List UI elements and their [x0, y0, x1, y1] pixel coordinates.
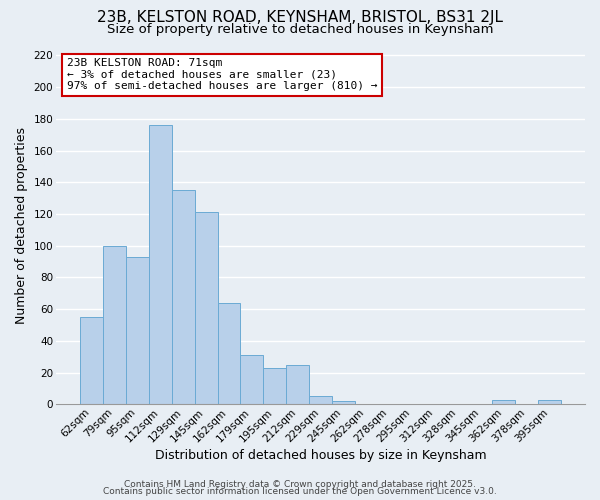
Text: 23B KELSTON ROAD: 71sqm
← 3% of detached houses are smaller (23)
97% of semi-det: 23B KELSTON ROAD: 71sqm ← 3% of detached…: [67, 58, 377, 92]
Text: Contains public sector information licensed under the Open Government Licence v3: Contains public sector information licen…: [103, 488, 497, 496]
Bar: [309, 396, 332, 404]
Bar: [126, 257, 149, 404]
Bar: [263, 368, 286, 405]
Bar: [241, 355, 263, 405]
Text: Size of property relative to detached houses in Keynsham: Size of property relative to detached ho…: [107, 22, 493, 36]
Text: 23B, KELSTON ROAD, KEYNSHAM, BRISTOL, BS31 2JL: 23B, KELSTON ROAD, KEYNSHAM, BRISTOL, BS…: [97, 10, 503, 25]
Bar: [80, 317, 103, 404]
Bar: [103, 246, 126, 404]
Bar: [149, 125, 172, 404]
Y-axis label: Number of detached properties: Number of detached properties: [15, 128, 28, 324]
Bar: [538, 400, 561, 404]
Text: Contains HM Land Registry data © Crown copyright and database right 2025.: Contains HM Land Registry data © Crown c…: [124, 480, 476, 489]
Bar: [194, 212, 218, 404]
X-axis label: Distribution of detached houses by size in Keynsham: Distribution of detached houses by size …: [155, 450, 487, 462]
Bar: [172, 190, 194, 404]
Bar: [286, 364, 309, 405]
Bar: [218, 303, 241, 404]
Bar: [492, 400, 515, 404]
Bar: [332, 401, 355, 404]
